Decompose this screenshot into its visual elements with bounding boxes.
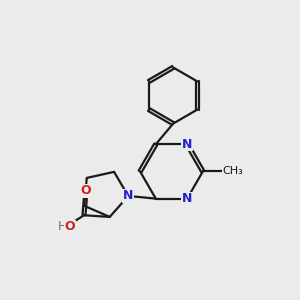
Text: N: N [123, 190, 134, 202]
Text: N: N [182, 138, 192, 151]
Text: H: H [58, 220, 67, 233]
Text: CH₃: CH₃ [222, 167, 243, 176]
Text: N: N [182, 192, 192, 205]
Text: O: O [65, 220, 75, 233]
Text: O: O [80, 184, 91, 197]
